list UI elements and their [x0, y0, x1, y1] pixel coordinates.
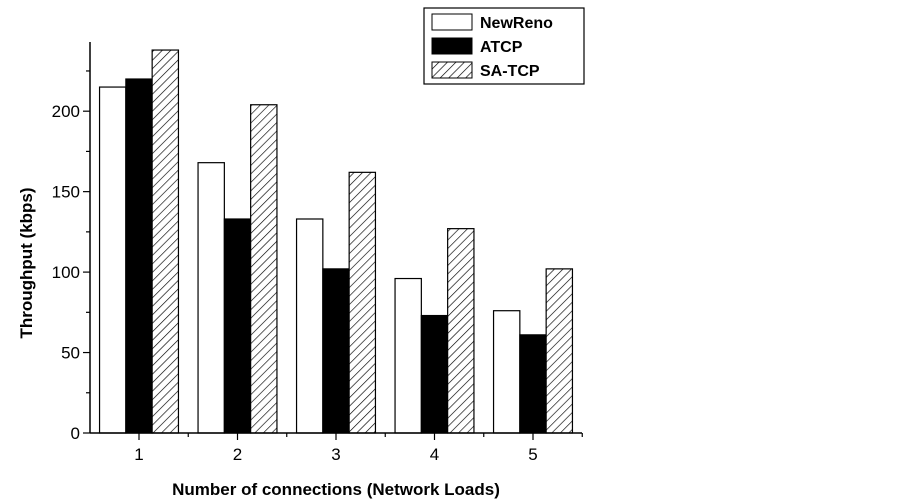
legend-swatch-sa-tcp — [431, 61, 473, 79]
bar-atcp-4 — [420, 314, 449, 434]
axes: 0 50 100 150 200 1 2 3 4 5 — [52, 42, 583, 464]
x-tick-label: 1 — [134, 445, 143, 464]
bar-newreno-3 — [295, 218, 324, 434]
x-tick-label: 3 — [331, 445, 340, 464]
x-tick-label: 5 — [528, 445, 537, 464]
y-axis-label: Throughput (kbps) — [17, 187, 36, 338]
legend: NewReno ATCP SA-TCP — [423, 7, 585, 85]
bar-sa-tcp-1 — [151, 49, 180, 434]
bar-atcp-3 — [322, 268, 350, 434]
bar-newreno-5 — [492, 310, 521, 434]
y-tick-label: 0 — [71, 424, 80, 443]
bar-atcp-2 — [223, 218, 252, 434]
y-tick-label: 150 — [52, 183, 80, 202]
y-tick-label: 100 — [52, 263, 80, 282]
bar-atcp-1 — [125, 78, 153, 434]
x-axis-label: Number of connections (Network Loads) — [172, 480, 500, 499]
legend-label-newreno: NewReno — [480, 15, 553, 32]
bar-sa-tcp-2 — [250, 104, 278, 434]
y-tick-label: 50 — [61, 344, 80, 363]
bar-newreno-2 — [197, 162, 225, 434]
x-tick-label: 2 — [233, 445, 242, 464]
bar-newreno-1 — [98, 86, 127, 434]
legend-swatch-atcp — [431, 37, 473, 55]
bar-sa-tcp-4 — [447, 228, 475, 434]
bar-sa-tcp-3 — [348, 171, 377, 434]
bars-group — [98, 49, 574, 434]
y-tick-label: 200 — [52, 102, 80, 121]
legend-label-sa-tcp: SA-TCP — [480, 63, 540, 80]
bar-newreno-4 — [394, 277, 422, 434]
bar-sa-tcp-5 — [545, 268, 574, 434]
legend-label-atcp: ATCP — [480, 39, 523, 56]
x-tick-label: 4 — [430, 445, 439, 464]
bar-atcp-5 — [519, 334, 547, 434]
legend-swatch-newreno — [431, 13, 473, 31]
